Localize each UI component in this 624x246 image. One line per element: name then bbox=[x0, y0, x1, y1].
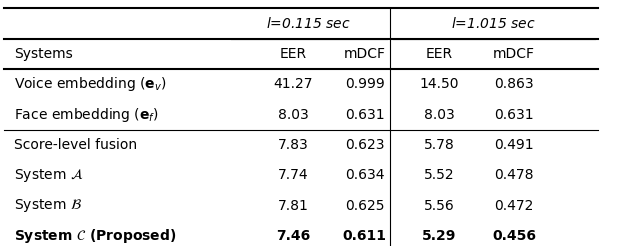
Text: 8.03: 8.03 bbox=[424, 108, 455, 122]
Text: 0.478: 0.478 bbox=[494, 168, 534, 182]
Text: 0.456: 0.456 bbox=[492, 229, 536, 243]
Text: System $\mathcal{B}$: System $\mathcal{B}$ bbox=[14, 197, 82, 214]
Text: 0.491: 0.491 bbox=[494, 138, 534, 152]
Text: Score-level fusion: Score-level fusion bbox=[14, 138, 137, 152]
Text: 7.83: 7.83 bbox=[278, 138, 309, 152]
Text: Voice embedding ($\mathbf{e}_v$): Voice embedding ($\mathbf{e}_v$) bbox=[14, 75, 167, 93]
Text: 7.81: 7.81 bbox=[278, 199, 309, 213]
Text: Systems: Systems bbox=[14, 47, 72, 61]
Text: 0.999: 0.999 bbox=[345, 77, 384, 91]
Text: 0.634: 0.634 bbox=[345, 168, 384, 182]
Text: 0.611: 0.611 bbox=[343, 229, 387, 243]
Text: 5.52: 5.52 bbox=[424, 168, 455, 182]
Text: 41.27: 41.27 bbox=[273, 77, 313, 91]
Text: 7.46: 7.46 bbox=[276, 229, 311, 243]
Text: 0.472: 0.472 bbox=[494, 199, 534, 213]
Text: $l$=0.115 sec: $l$=0.115 sec bbox=[266, 16, 351, 31]
Text: EER: EER bbox=[280, 47, 307, 61]
Text: mDCF: mDCF bbox=[493, 47, 535, 61]
Text: 0.863: 0.863 bbox=[494, 77, 534, 91]
Text: EER: EER bbox=[426, 47, 453, 61]
Text: 5.56: 5.56 bbox=[424, 199, 455, 213]
Text: Face embedding ($\mathbf{e}_f$): Face embedding ($\mathbf{e}_f$) bbox=[14, 106, 158, 123]
Text: 0.625: 0.625 bbox=[345, 199, 384, 213]
Text: $l$=1.015 sec: $l$=1.015 sec bbox=[451, 16, 536, 31]
Text: 14.50: 14.50 bbox=[419, 77, 459, 91]
Text: 0.631: 0.631 bbox=[345, 108, 384, 122]
Text: 0.623: 0.623 bbox=[345, 138, 384, 152]
Text: 5.29: 5.29 bbox=[422, 229, 457, 243]
Text: 0.631: 0.631 bbox=[494, 108, 534, 122]
Text: System $\mathcal{C}$ (Proposed): System $\mathcal{C}$ (Proposed) bbox=[14, 227, 176, 245]
Text: 5.78: 5.78 bbox=[424, 138, 455, 152]
Text: 7.74: 7.74 bbox=[278, 168, 309, 182]
Text: System $\mathcal{A}$: System $\mathcal{A}$ bbox=[14, 167, 83, 184]
Text: mDCF: mDCF bbox=[344, 47, 386, 61]
Text: 8.03: 8.03 bbox=[278, 108, 309, 122]
